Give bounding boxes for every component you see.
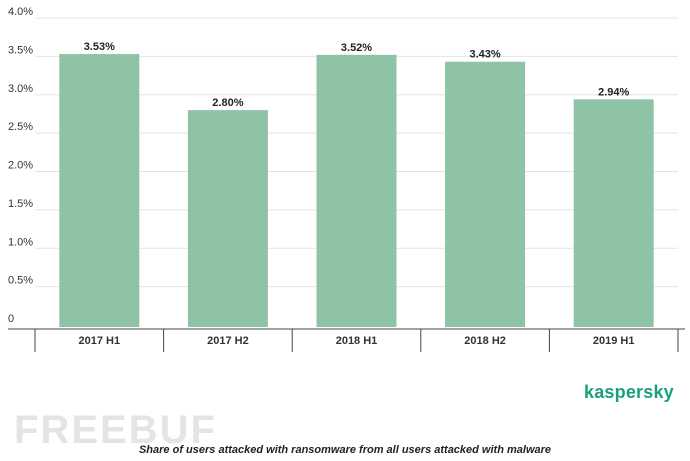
data-label: 3.52% <box>341 42 372 54</box>
y-tick-label: 3.5% <box>8 44 33 56</box>
x-tick-label: 2017 H1 <box>79 335 121 347</box>
category-axis: 2017 H1 2017 H2 2018 H1 2018 H2 2019 H1 <box>8 328 685 352</box>
y-tick-label: 3.0% <box>8 83 33 95</box>
bar <box>445 61 526 328</box>
bar <box>573 99 654 327</box>
y-tick-label: 2.0% <box>8 160 33 172</box>
data-labels: 3.53% 2.80% 3.52% 3.43% 2.94% <box>84 41 630 109</box>
y-tick-labels: 0 0.5% 1.0% 1.5% 2.0% 2.5% 3.0% 3.5% 4.0% <box>8 6 33 325</box>
y-tick-label: 1.5% <box>8 198 33 210</box>
y-tick-label: 4.0% <box>8 6 33 18</box>
bar <box>187 110 268 327</box>
bar <box>316 54 397 328</box>
x-tick-label: 2018 H2 <box>464 335 506 347</box>
x-tick-label: 2018 H1 <box>336 335 378 347</box>
y-tick-label: 1.0% <box>8 236 33 248</box>
data-label: 2.80% <box>212 97 243 109</box>
data-label: 3.53% <box>84 41 115 53</box>
freebuf-watermark: FREEBUF <box>14 408 217 452</box>
y-tick-label: 0 <box>8 313 14 325</box>
data-label: 3.43% <box>469 49 500 61</box>
kaspersky-logo: kaspersky <box>584 382 674 402</box>
bars <box>59 54 654 328</box>
x-tick-label: 2017 H2 <box>207 335 249 347</box>
chart-caption: Share of users attacked with ransomware … <box>138 444 552 456</box>
y-tick-label: 2.5% <box>8 121 33 133</box>
x-tick-label: 2019 H1 <box>593 335 635 347</box>
bar <box>59 54 140 327</box>
data-label: 2.94% <box>598 86 629 98</box>
y-tick-label: 0.5% <box>8 275 33 287</box>
